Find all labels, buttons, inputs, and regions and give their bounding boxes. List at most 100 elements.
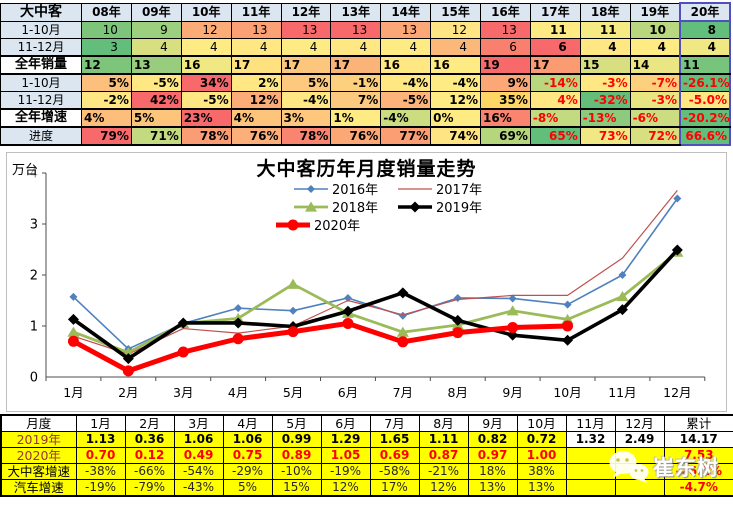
table-cell: 0.70 — [75, 447, 126, 464]
table-cell: -7% — [629, 73, 681, 92]
table-cell: 13 — [380, 20, 432, 39]
row-label: 11-12月 — [0, 38, 82, 57]
legend-label: 2019年 — [436, 201, 483, 216]
table-cell: 4 — [629, 38, 681, 57]
month-header: 1月 — [75, 414, 126, 432]
row-label: 2019年 — [0, 431, 77, 448]
table-cell: 66.6% — [679, 126, 731, 146]
table-cell: -4% — [380, 108, 432, 128]
table-cell: 1.05 — [320, 447, 371, 464]
table-cell: 5% — [222, 479, 273, 497]
month-header: 10月 — [516, 414, 567, 432]
top-table-corner-label: 大中客 — [0, 2, 82, 22]
table-cell: -32% — [579, 91, 631, 110]
year-header: 19年 — [629, 2, 681, 22]
month-header: 4月 — [222, 414, 273, 432]
marker-2020年 — [562, 320, 574, 332]
x-tick-label: 4月 — [228, 385, 248, 400]
table-cell: 1.11 — [418, 431, 469, 448]
table-cell: -26.1% — [663, 463, 733, 480]
table-cell: -3% — [579, 73, 631, 92]
legend-item-2016年: 2016年 — [293, 180, 397, 198]
x-tick-label: 11月 — [608, 385, 636, 400]
table-cell: 12% — [230, 91, 282, 110]
table-cell: 8 — [679, 20, 731, 39]
month-header: 11月 — [565, 414, 616, 432]
table-cell: 16 — [380, 55, 432, 75]
marker-2019年 — [452, 314, 464, 326]
table-cell: 0.97 — [467, 447, 518, 464]
month-header: 5月 — [271, 414, 322, 432]
watermark: 崔东树 — [608, 449, 719, 485]
x-tick-label: 8月 — [448, 385, 468, 400]
table-cell: 6 — [480, 38, 531, 57]
row-label: 大中客增速 — [0, 463, 77, 480]
table-cell: 4% — [230, 108, 282, 128]
table-cell: 4 — [280, 38, 332, 57]
table-cell: 0.89 — [271, 447, 322, 464]
month-header: 8月 — [418, 414, 469, 432]
table-cell: 4 — [430, 38, 481, 57]
table-cell: 1.00 — [516, 447, 567, 464]
table-cell: -58% — [369, 463, 420, 480]
marker-2019年 — [232, 317, 244, 329]
row-label: 汽车增速 — [0, 479, 77, 497]
table-cell: -26.1% — [679, 73, 731, 92]
marker-2020年 — [507, 322, 519, 334]
legend-label: 2020年 — [314, 219, 361, 234]
table-cell: -4% — [380, 73, 432, 92]
month-header: 9月 — [467, 414, 518, 432]
table-cell: 4 — [679, 38, 731, 57]
table-cell: 3% — [280, 108, 332, 128]
table-cell: 11 — [679, 55, 731, 75]
table-cell: 15% — [271, 479, 322, 497]
marker-2016年 — [673, 194, 682, 203]
series-line-2019年 — [72, 248, 679, 361]
legend-swatch-2017年 — [398, 187, 432, 190]
table-cell: 4 — [230, 38, 282, 57]
watermark-text: 崔东树 — [653, 456, 719, 480]
table-cell: 76% — [330, 126, 382, 146]
table-cell: 12% — [418, 479, 469, 497]
table-cell: -21% — [418, 463, 469, 480]
table-cell: 13 — [330, 20, 382, 39]
row-label: 全年销量 — [0, 55, 82, 75]
table-cell: 19 — [480, 55, 531, 75]
marker-2019年 — [342, 305, 354, 317]
table-cell: 4% — [81, 108, 132, 128]
table-cell: 13 — [230, 20, 282, 39]
marker-2019年 — [562, 334, 574, 346]
row-label: 全年增速 — [0, 108, 82, 128]
marker-2019年 — [177, 317, 189, 329]
year-header: 12年 — [280, 2, 332, 22]
table-cell: 23% — [180, 108, 232, 128]
yearly-summary-table: 大中客 08年 09年 10年 11年 12年 13年 14年 15年 16年 17年 18年 19年 2… — [0, 2, 731, 146]
marker-2016年 — [343, 293, 352, 302]
marker-2016年 — [563, 300, 572, 309]
table-cell: 2% — [230, 73, 282, 92]
legend-swatch-2016年 — [294, 184, 328, 193]
table-cell: 17 — [230, 55, 282, 75]
table-cell: -2% — [81, 91, 132, 110]
year-header: 20年 — [679, 2, 731, 22]
marker-2020年 — [397, 336, 409, 348]
table-cell — [565, 479, 616, 497]
x-tick-label: 7月 — [393, 385, 413, 400]
table-cell: 16 — [180, 55, 232, 75]
marker-2018年 — [616, 290, 629, 302]
marker-2016年 — [398, 311, 407, 320]
x-tick-label: 1月 — [63, 385, 83, 400]
marker-2016年 — [453, 293, 462, 302]
year-header: 14年 — [380, 2, 432, 22]
table-cell: 1.06 — [173, 431, 224, 448]
table-cell: -29% — [222, 463, 273, 480]
marker-2018年 — [506, 305, 519, 316]
table-cell: 4 — [330, 38, 382, 57]
table-cell — [565, 447, 616, 464]
x-tick-label: 3月 — [173, 385, 193, 400]
table-cell: 12% — [320, 479, 371, 497]
table-cell: 69% — [480, 126, 531, 146]
marker-2020年 — [342, 317, 354, 329]
year-header: 09年 — [130, 2, 182, 22]
table-cell: -19% — [320, 463, 371, 480]
